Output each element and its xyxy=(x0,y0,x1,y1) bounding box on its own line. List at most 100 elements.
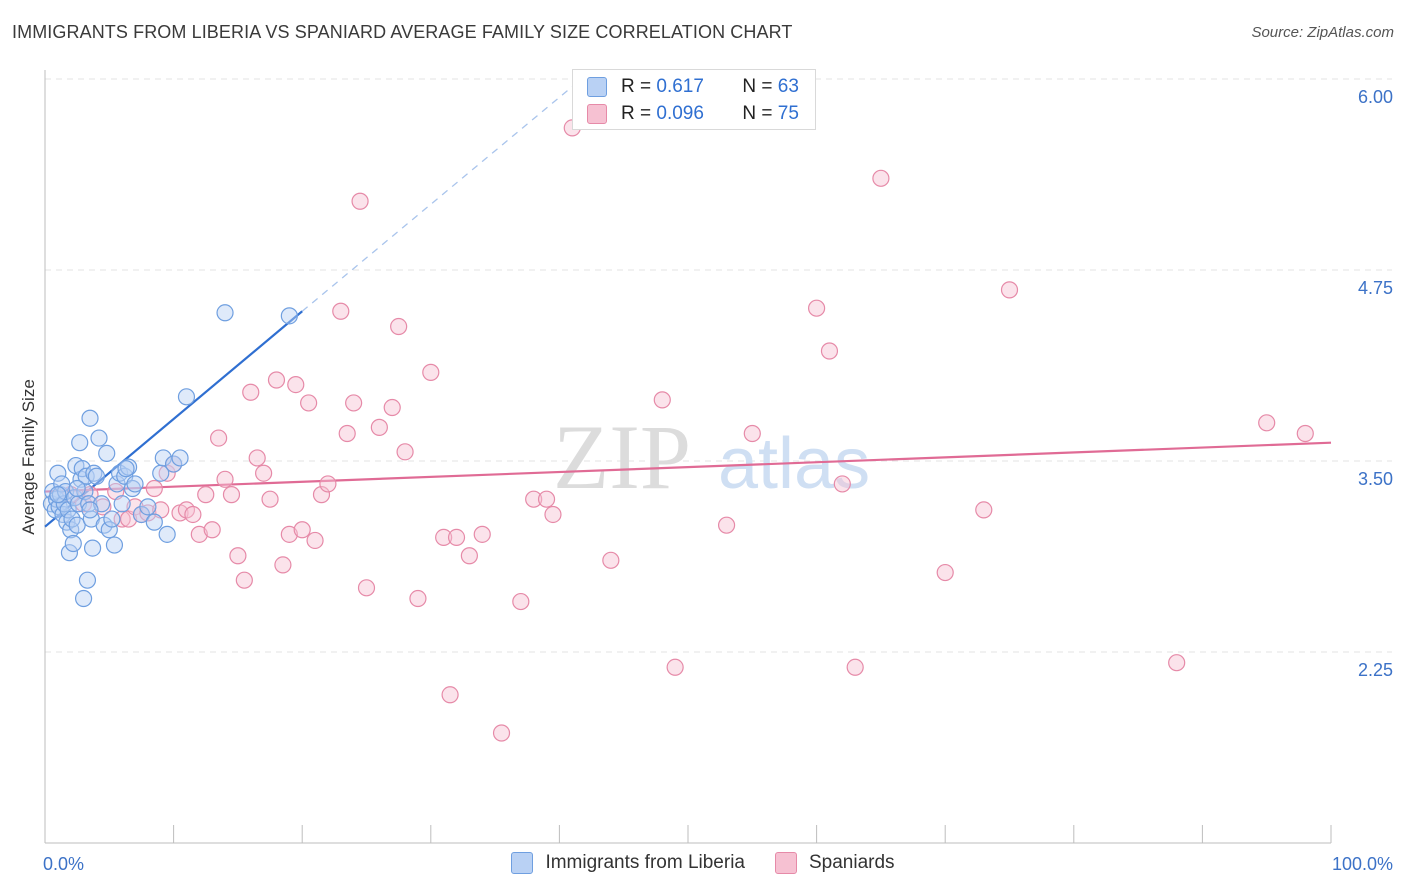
data-point-blue xyxy=(165,455,183,473)
legend-label: Immigrants from Liberia xyxy=(545,852,745,873)
legend-label: Spaniards xyxy=(809,852,895,873)
data-point-blue xyxy=(78,571,97,589)
y-tick-label: 3.50 xyxy=(1358,469,1393,489)
legend-n-label: N = xyxy=(742,76,773,97)
data-point-blue xyxy=(85,464,103,482)
data-point-pink xyxy=(261,490,279,508)
data-point-pink xyxy=(1000,281,1019,299)
data-point-pink xyxy=(537,490,556,508)
y-tick-label: 6.00 xyxy=(1358,87,1393,107)
y-axis-label: Average Family Size xyxy=(19,379,38,535)
legend-item-spaniards[interactable]: Spaniards xyxy=(775,852,895,874)
data-point-blue xyxy=(74,589,93,608)
data-point-blue xyxy=(139,498,157,516)
data-point-blue xyxy=(81,501,99,519)
data-point-pink xyxy=(190,525,208,543)
data-point-blue xyxy=(154,449,172,467)
legend-swatch-pink xyxy=(775,852,797,874)
data-point-pink xyxy=(1296,424,1314,443)
data-point-blue xyxy=(145,513,163,531)
data-point-blue xyxy=(123,479,142,498)
data-point-pink xyxy=(820,342,839,360)
legend-r-label: R = xyxy=(621,103,652,124)
data-point-pink xyxy=(936,563,954,582)
data-point-pink xyxy=(184,505,202,524)
legend-row-liberia: R = 0.617 N = 63 xyxy=(587,75,799,99)
x-tick-label: 0.0% xyxy=(43,854,84,874)
data-point-pink xyxy=(280,525,298,543)
data-point-pink xyxy=(293,521,311,539)
grid-lines xyxy=(45,78,1392,653)
data-point-pink xyxy=(287,376,305,394)
data-point-blue xyxy=(103,510,121,528)
data-point-blue xyxy=(158,525,176,543)
y-tick-label: 2.25 xyxy=(1358,660,1393,680)
data-point-blue xyxy=(49,464,67,482)
data-point-pink xyxy=(267,371,286,389)
data-point-pink xyxy=(441,686,459,704)
data-points xyxy=(42,119,1314,742)
trend-lines xyxy=(44,86,1332,528)
data-point-pink xyxy=(846,658,864,676)
data-point-pink xyxy=(422,363,440,381)
data-point-blue xyxy=(49,486,67,504)
data-point-blue xyxy=(83,539,102,557)
data-point-pink xyxy=(409,589,427,608)
data-point-pink xyxy=(210,429,228,447)
data-point-pink xyxy=(319,475,337,493)
data-point-pink xyxy=(833,475,851,493)
data-point-blue xyxy=(171,449,189,467)
legend-item-liberia[interactable]: Immigrants from Liberia xyxy=(511,852,745,874)
watermark-zip: ZIP xyxy=(553,406,691,508)
legend-r-value: 0.096 xyxy=(656,103,704,124)
y-tick-labels: 2.25 3.50 4.75 6.00 xyxy=(1358,87,1393,680)
data-point-pink xyxy=(653,391,671,409)
data-point-blue xyxy=(98,444,116,462)
data-point-blue xyxy=(71,434,89,452)
legend-row-spaniards: R = 0.096 N = 75 xyxy=(587,102,799,126)
data-point-blue xyxy=(117,460,135,478)
data-point-pink xyxy=(383,398,401,417)
data-point-pink xyxy=(435,528,453,547)
data-point-blue xyxy=(126,475,144,493)
data-point-pink xyxy=(1258,414,1276,432)
data-point-pink xyxy=(216,470,234,488)
data-point-pink xyxy=(197,486,215,504)
data-point-pink xyxy=(242,383,260,401)
data-point-pink xyxy=(717,516,736,534)
series-legend: Immigrants from Liberia Spaniards xyxy=(0,852,1406,874)
data-point-pink xyxy=(544,505,562,524)
data-point-blue xyxy=(280,307,298,325)
data-point-pink xyxy=(492,724,511,742)
data-point-pink xyxy=(300,394,318,412)
data-point-blue xyxy=(177,388,196,406)
data-point-pink xyxy=(396,443,414,461)
data-point-pink xyxy=(345,394,363,412)
data-point-pink xyxy=(807,299,826,317)
data-point-pink xyxy=(666,658,684,676)
source-credit: Source: ZipAtlas.com xyxy=(1251,24,1394,41)
x-tick-labels: 0.0% 100.0% xyxy=(43,854,1393,874)
data-point-blue xyxy=(90,429,108,447)
legend-n-label: N = xyxy=(742,103,773,124)
legend-n-value: 75 xyxy=(777,103,799,124)
data-point-pink xyxy=(525,490,543,508)
data-point-pink xyxy=(306,531,324,550)
data-point-blue xyxy=(100,521,118,539)
data-point-pink xyxy=(332,302,350,320)
data-point-pink xyxy=(74,495,93,513)
x-tick-label: 100.0% xyxy=(1332,854,1393,874)
watermark: ZIP atlas xyxy=(553,406,870,508)
data-point-blue xyxy=(216,304,234,322)
data-point-pink xyxy=(222,486,241,504)
trend-line-pink xyxy=(44,441,1332,493)
data-point-pink xyxy=(229,547,247,565)
data-point-blue xyxy=(113,495,131,513)
data-point-pink xyxy=(602,551,620,569)
data-point-pink xyxy=(338,424,356,443)
data-point-pink xyxy=(351,192,369,210)
data-point-pink xyxy=(872,169,890,187)
data-point-pink xyxy=(743,424,761,443)
data-point-pink xyxy=(1168,654,1186,672)
